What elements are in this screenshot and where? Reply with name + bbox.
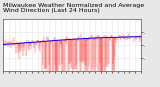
Text: Milwaukee Weather Normalized and Average Wind Direction (Last 24 Hours): Milwaukee Weather Normalized and Average… (3, 3, 144, 13)
